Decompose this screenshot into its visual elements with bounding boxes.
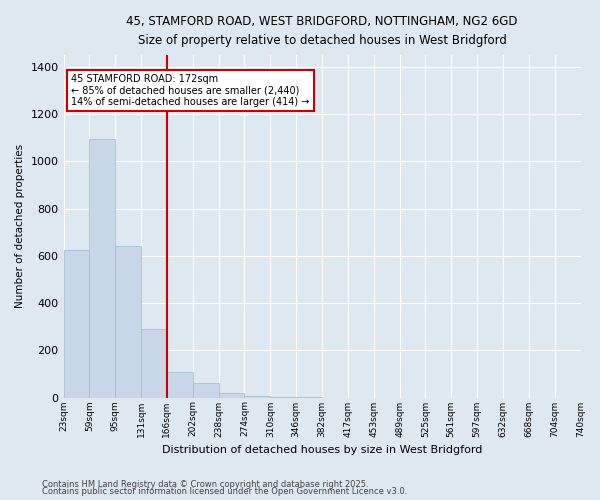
Bar [167, 372, 193, 398]
Text: Contains HM Land Registry data © Crown copyright and database right 2025.: Contains HM Land Registry data © Crown c… [42, 480, 368, 489]
Bar [64, 250, 89, 398]
Bar [218, 393, 244, 398]
X-axis label: Distribution of detached houses by size in West Bridgford: Distribution of detached houses by size … [162, 445, 482, 455]
Bar [244, 396, 271, 398]
Text: Contains public sector information licensed under the Open Government Licence v3: Contains public sector information licen… [42, 488, 407, 496]
Bar [193, 384, 218, 398]
Bar [115, 246, 141, 398]
Text: 45 STAMFORD ROAD: 172sqm
← 85% of detached houses are smaller (2,440)
14% of sem: 45 STAMFORD ROAD: 172sqm ← 85% of detach… [71, 74, 310, 107]
Y-axis label: Number of detached properties: Number of detached properties [15, 144, 25, 308]
Title: 45, STAMFORD ROAD, WEST BRIDGFORD, NOTTINGHAM, NG2 6GD
Size of property relative: 45, STAMFORD ROAD, WEST BRIDGFORD, NOTTI… [126, 15, 518, 47]
Bar [89, 139, 115, 398]
Bar [141, 329, 167, 398]
